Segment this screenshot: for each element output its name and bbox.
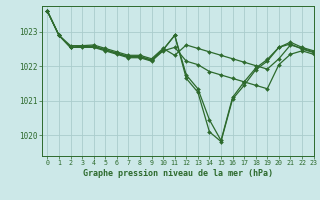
- X-axis label: Graphe pression niveau de la mer (hPa): Graphe pression niveau de la mer (hPa): [83, 169, 273, 178]
